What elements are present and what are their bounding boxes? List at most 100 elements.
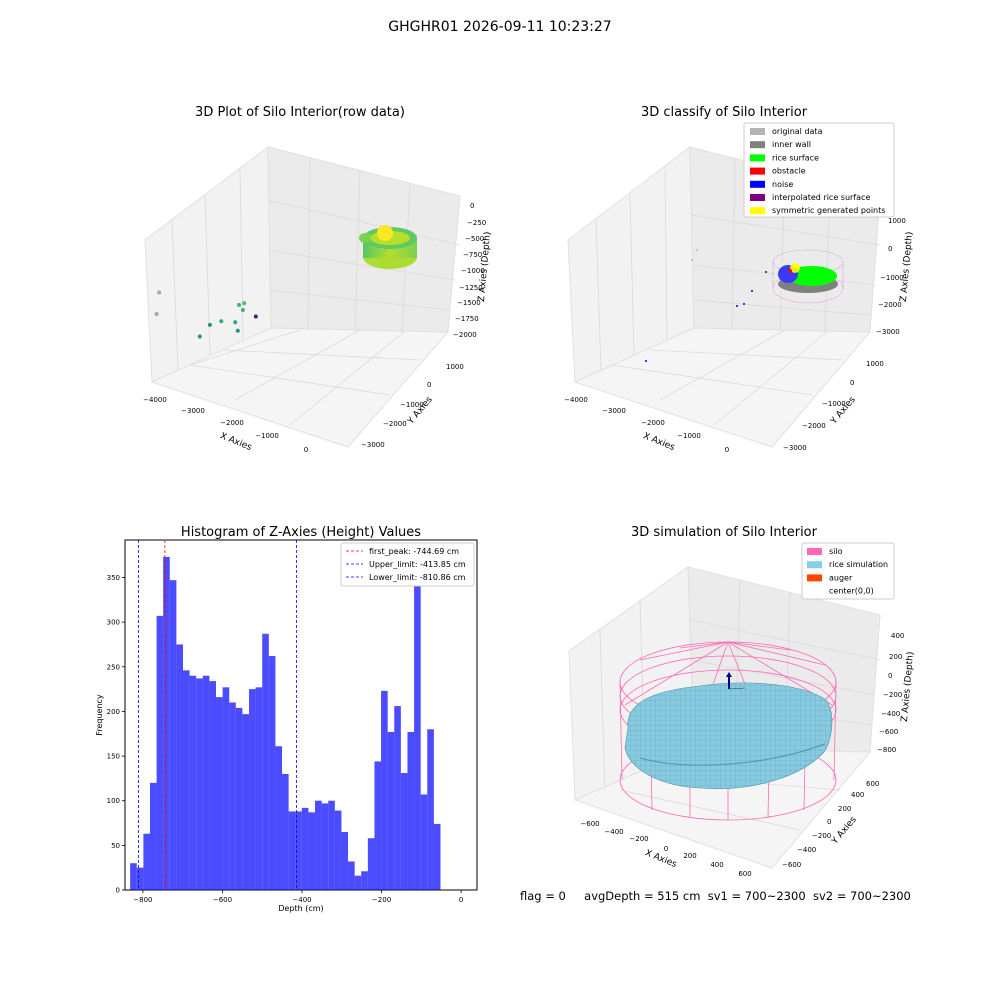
y-tick-label: 250 — [107, 663, 120, 671]
p4-ytick: 0 — [827, 818, 831, 826]
panel1-z-ticks: 0 −250 −500 −750 −1000 −1250 −1500 −1750… — [453, 202, 486, 339]
p2-ytick: 1000 — [866, 360, 884, 368]
panel-3d-classify: 3D classify of Silo Interior — [564, 105, 915, 454]
p4-xtick: −600 — [580, 820, 599, 828]
legend-label: obstacle — [772, 167, 806, 176]
p4-ztick: 0 — [888, 672, 892, 680]
histogram-bar — [275, 746, 283, 890]
p4-ztick: −600 — [879, 728, 898, 736]
p1-ztick: −1250 — [459, 284, 483, 292]
panel2-y-ticks: 1000 0 −1000 −2000 −3000 — [783, 360, 884, 452]
histogram-bar — [216, 697, 223, 890]
legend-swatch — [807, 587, 822, 595]
panel-3d-simulation: 3D simulation of Silo Interior — [568, 525, 916, 878]
panel1-ylabel: Y Axies — [406, 395, 435, 427]
raw-data-point — [154, 312, 159, 316]
histogram-x-ticks: −800 −600 −400 −200 0 — [133, 890, 463, 904]
panel3-xlabel: Depth (cm) — [278, 904, 323, 913]
histogram-bar — [301, 807, 309, 890]
p4-ztick: −800 — [877, 746, 896, 754]
histogram-bar — [130, 863, 137, 890]
panel1-silo-spill — [359, 233, 371, 243]
p4-ztick: −400 — [881, 710, 900, 718]
x-tick-label: 0 — [459, 896, 463, 904]
histogram-bar — [136, 867, 144, 890]
histogram-bar — [163, 556, 170, 890]
panel4-zlabel: Z Axies (Depth) — [900, 651, 916, 722]
x-tick-label: −600 — [213, 896, 232, 904]
histogram-bar — [348, 861, 355, 890]
histogram-bar — [341, 831, 349, 890]
histogram-bar — [262, 633, 269, 890]
histogram-bar — [400, 773, 408, 890]
p2-noise — [736, 305, 738, 307]
panel3-legend-box — [340, 542, 475, 587]
p1-xtick: −2000 — [220, 419, 244, 427]
legend-swatch — [807, 548, 822, 555]
legend-label: noise — [772, 180, 793, 189]
p1-ztick: −500 — [465, 235, 484, 243]
p2-noise — [765, 271, 767, 273]
p4-xtick: 400 — [710, 861, 723, 869]
histogram-bar — [176, 644, 183, 890]
raw-data-point — [237, 303, 242, 307]
p1-xtick: −1000 — [255, 432, 279, 440]
p1-ytick: −1000 — [400, 401, 424, 409]
p4-xtick: 0 — [664, 845, 668, 853]
histogram-bar — [334, 810, 342, 890]
histogram-bar — [361, 871, 368, 890]
panel-3d-raw: 3D Plot of Silo Interior(row data) — [143, 105, 493, 454]
panel4-xlabel: X Axies — [643, 848, 678, 870]
p2-xtick: −2000 — [641, 419, 665, 427]
silo-edge — [833, 681, 837, 781]
legend-label: auger — [829, 573, 853, 582]
p4-ytick: −200 — [812, 832, 831, 840]
panel4-legend: silo rice simulation auger center(0,0) — [801, 542, 895, 600]
histogram-bar — [156, 615, 164, 890]
p2-ztick: −2000 — [878, 301, 902, 309]
histogram-bar — [315, 800, 322, 890]
panel4-rice-simulation — [624, 682, 833, 789]
p4-ytick: 200 — [838, 805, 851, 813]
p2-ytick: 0 — [850, 379, 854, 387]
status-footer: flag = 0 avgDepth = 515 cm sv1 = 700~230… — [520, 889, 911, 903]
histogram-bar — [308, 812, 316, 890]
p1-xtick: 0 — [304, 446, 308, 454]
histogram-bar — [288, 811, 296, 890]
histogram-bar — [196, 678, 203, 890]
p2-xtick: 0 — [725, 446, 729, 454]
p1-ztick: −250 — [467, 219, 486, 227]
p4-ytick: 400 — [851, 791, 864, 799]
silo-roof — [727, 641, 826, 666]
panel2-legend-box — [743, 122, 895, 218]
panel3-title: Histogram of Z-Axies (Height) Values — [181, 525, 421, 540]
p1-ztick: 0 — [470, 202, 474, 210]
p2-xtick: −4000 — [564, 396, 588, 404]
raw-data-point — [240, 308, 245, 312]
legend-label: inner wall — [772, 140, 811, 149]
raw-data-point — [253, 314, 258, 319]
p4-ytick: −400 — [797, 846, 816, 854]
histogram-bar — [202, 675, 210, 890]
panel3-ylabel: Frequency — [95, 694, 104, 736]
histogram-bar — [242, 714, 250, 890]
histogram-bar — [295, 811, 302, 890]
histogram-bar — [149, 782, 157, 890]
histogram-bar — [255, 687, 263, 890]
panel2-grid — [595, 157, 881, 426]
histogram-bar — [407, 731, 415, 890]
p2-ztick: 0 — [888, 245, 892, 253]
panel2-legend: original data inner wall rice surface obsta… — [743, 122, 895, 218]
p1-ytick: −3000 — [361, 441, 385, 449]
p2-noise — [743, 303, 745, 305]
histogram-bar — [321, 803, 329, 890]
panel-histogram: Histogram of Z-Axies (Height) Values −80… — [95, 525, 478, 913]
p1-xtick: −3000 — [181, 407, 205, 415]
p4-xtick: −400 — [604, 828, 623, 836]
p1-ytick: −2000 — [383, 420, 407, 428]
p4-xtick: 200 — [683, 852, 696, 860]
panel4-rice-shadow — [639, 743, 826, 766]
p1-ztick: −1500 — [457, 299, 481, 307]
legend-label: Lower_limit: -810.86 cm — [369, 573, 466, 582]
y-tick-label: 100 — [107, 797, 120, 805]
